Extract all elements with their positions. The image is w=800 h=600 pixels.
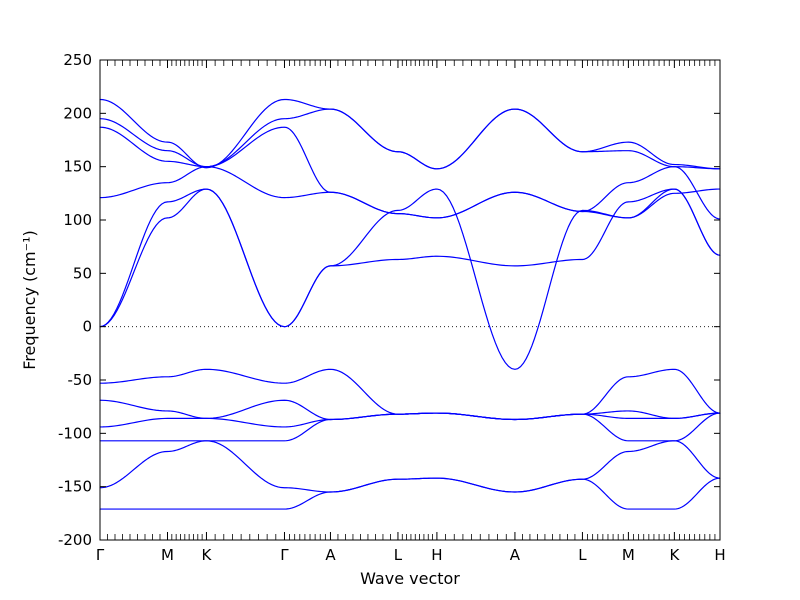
x-tick-label: H <box>431 546 442 564</box>
band-line-10 <box>99 412 721 442</box>
band-line-12 <box>99 477 721 510</box>
x-tick-label: L <box>578 546 587 564</box>
bands-layer <box>99 98 721 510</box>
x-tick-label: K <box>669 546 680 564</box>
x-tick-label: H <box>714 546 725 564</box>
x-tick-label: K <box>202 546 213 564</box>
band-line-3 <box>99 126 721 219</box>
band-line-11 <box>99 440 721 493</box>
band-line-7 <box>99 368 721 421</box>
y-tick-label: 100 <box>63 211 92 229</box>
x-tick-label: Γ <box>96 546 105 564</box>
band-line-1 <box>99 98 721 170</box>
y-tick-label: 250 <box>63 51 92 69</box>
x-tick-label: A <box>325 546 336 564</box>
band-line-4 <box>99 166 721 220</box>
y-tick-label: 200 <box>63 104 92 122</box>
y-ticks-layer: -200 -150 -100 -50 0 50 100 150 200 250 <box>58 51 720 549</box>
y-tick-label: 0 <box>82 318 92 336</box>
x-tick-label: A <box>510 546 521 564</box>
x-tick-label: M <box>161 546 174 564</box>
band-line-8 <box>99 399 721 421</box>
band-line-2 <box>99 108 721 170</box>
y-tick-label: -200 <box>58 531 92 549</box>
y-tick-label: 50 <box>73 264 92 282</box>
x-axis-label: Wave vector <box>360 569 460 588</box>
x-tick-label: L <box>394 546 403 564</box>
y-tick-label: -100 <box>58 424 92 442</box>
band-line-5 <box>99 188 721 328</box>
x-tick-label: Γ <box>280 546 289 564</box>
band-line-9 <box>99 412 721 428</box>
y-tick-label: 150 <box>63 158 92 176</box>
y-tick-label: -150 <box>58 478 92 496</box>
y-tick-label: -50 <box>68 371 93 389</box>
band-line-6 <box>99 188 721 370</box>
y-axis-label: Frequency (cm⁻¹) <box>20 230 39 369</box>
x-tick-label: M <box>622 546 635 564</box>
plot-frame <box>99 59 721 541</box>
